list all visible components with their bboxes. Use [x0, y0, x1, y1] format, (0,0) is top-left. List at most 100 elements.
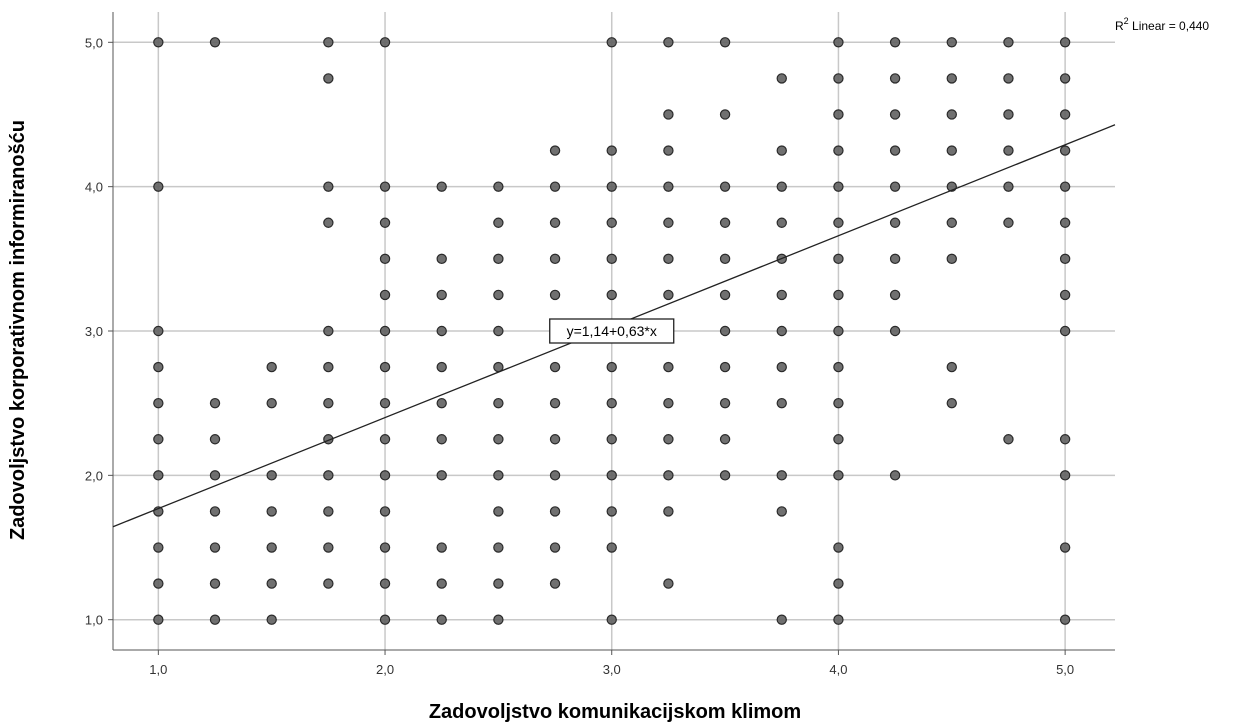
data-point	[379, 361, 391, 373]
data-point	[379, 253, 391, 265]
x-tick-label: 4,0	[829, 662, 847, 677]
data-point	[833, 361, 844, 373]
x-tick-label: 2,0	[376, 662, 394, 677]
data-point	[493, 542, 504, 553]
data-point	[776, 145, 787, 156]
data-point	[946, 145, 957, 156]
data-point	[663, 578, 674, 589]
data-point	[1059, 145, 1071, 156]
data-point	[889, 73, 901, 84]
data-points	[153, 37, 1071, 625]
data-point	[436, 289, 447, 301]
data-point	[719, 37, 731, 48]
data-point	[1059, 73, 1071, 84]
data-point	[663, 289, 674, 301]
data-point	[493, 434, 504, 445]
data-point	[1003, 145, 1014, 156]
data-point	[606, 542, 617, 553]
data-point	[776, 397, 787, 409]
data-point	[719, 217, 731, 228]
data-point	[1059, 289, 1071, 301]
data-point	[379, 217, 391, 228]
data-point	[606, 37, 617, 48]
data-point	[153, 325, 164, 337]
data-point	[323, 217, 334, 228]
data-point	[663, 217, 674, 228]
data-point	[663, 37, 674, 48]
data-point	[606, 470, 617, 481]
data-point	[266, 361, 277, 373]
data-point	[1003, 73, 1014, 84]
data-point	[833, 434, 844, 445]
data-point	[606, 289, 617, 301]
data-point	[946, 73, 957, 84]
y-tick-label: 5,0	[85, 35, 103, 50]
data-point	[323, 73, 334, 84]
y-axis-title: Zadovoljstvo korporativnom informiranošć…	[7, 120, 29, 540]
data-point	[436, 325, 447, 337]
data-point	[833, 325, 844, 337]
data-point	[776, 470, 787, 481]
data-point	[1059, 614, 1071, 625]
data-point	[889, 289, 901, 301]
data-point	[266, 506, 277, 517]
data-point	[946, 361, 957, 373]
data-point	[776, 217, 787, 228]
data-point	[549, 289, 561, 301]
data-point	[889, 470, 901, 481]
data-point	[833, 217, 844, 228]
data-point	[719, 325, 731, 337]
data-point	[833, 470, 844, 481]
data-point	[549, 434, 561, 445]
data-point	[606, 217, 617, 228]
data-point	[776, 614, 787, 625]
data-point	[153, 470, 164, 481]
tick-labels: 1,0 1,0 2,0 2,0 3,0 3,0 4,0 4,0 5,0 5,0	[85, 35, 1074, 677]
data-point	[493, 325, 504, 337]
data-point	[833, 181, 844, 192]
x-tick-label: 3,0	[603, 662, 621, 677]
data-point	[833, 542, 844, 553]
data-point	[379, 181, 391, 192]
data-point	[776, 73, 787, 84]
data-point	[323, 397, 334, 409]
data-point	[889, 181, 901, 192]
data-point	[493, 253, 504, 265]
data-point	[493, 181, 504, 192]
data-point	[549, 253, 561, 265]
x-tick-label: 5,0	[1056, 662, 1074, 677]
data-point	[323, 506, 334, 517]
data-point	[889, 145, 901, 156]
data-point	[889, 37, 901, 48]
data-point	[946, 37, 957, 48]
data-point	[663, 145, 674, 156]
r-squared-label: R2 Linear = 0,440	[1115, 16, 1209, 33]
data-point	[833, 145, 844, 156]
data-point	[266, 542, 277, 553]
data-point	[833, 73, 844, 84]
data-point	[663, 361, 674, 373]
data-point	[663, 434, 674, 445]
data-point	[776, 325, 787, 337]
data-point	[663, 397, 674, 409]
data-point	[1003, 109, 1014, 120]
data-point	[606, 397, 617, 409]
data-point	[889, 217, 901, 228]
fit-equation-box	[549, 318, 675, 344]
data-point	[323, 578, 334, 589]
data-point	[833, 37, 844, 48]
data-point	[663, 470, 674, 481]
y-tick-label: 2,0	[85, 468, 103, 483]
data-point	[1059, 470, 1071, 481]
data-point	[889, 325, 901, 337]
data-point	[549, 470, 561, 481]
data-point	[436, 470, 447, 481]
data-point	[379, 37, 391, 48]
data-point	[493, 506, 504, 517]
data-point	[549, 145, 561, 156]
data-point	[323, 470, 334, 481]
data-point	[209, 614, 221, 625]
data-point	[663, 109, 674, 120]
data-point	[379, 542, 391, 553]
data-point	[153, 181, 164, 192]
